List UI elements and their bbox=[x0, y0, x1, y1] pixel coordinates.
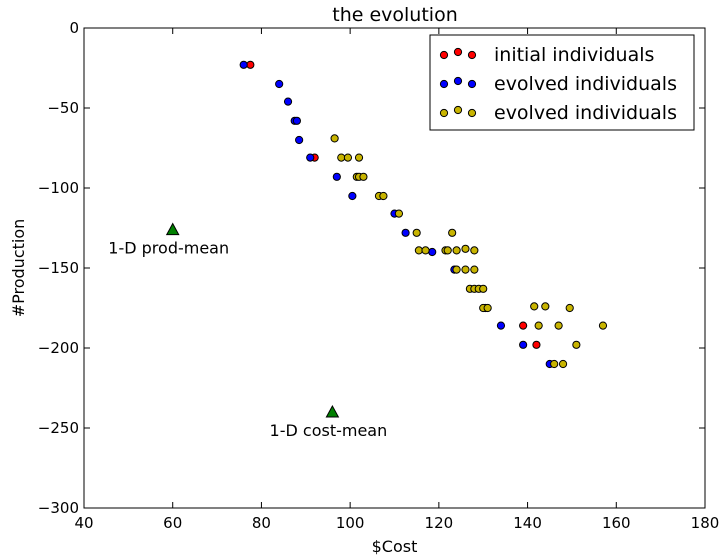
legend-marker bbox=[439, 50, 449, 60]
data-point bbox=[565, 303, 574, 313]
x-tick-label: 60 bbox=[163, 514, 182, 532]
legend-marker bbox=[467, 79, 477, 89]
y-axis-label: #Production bbox=[9, 219, 28, 318]
x-tick-label: 80 bbox=[252, 514, 271, 532]
data-point bbox=[550, 359, 559, 369]
legend: initial individuals evolved individuals ev… bbox=[429, 34, 695, 131]
data-point bbox=[343, 153, 353, 162]
data-point bbox=[275, 79, 284, 89]
data-point bbox=[519, 340, 528, 349]
y-tick-label: −300 bbox=[38, 499, 79, 517]
x-tick-label: 100 bbox=[336, 514, 365, 532]
data-point bbox=[401, 228, 410, 237]
data-point bbox=[470, 265, 479, 274]
legend-marker bbox=[439, 108, 449, 118]
data-point bbox=[534, 321, 543, 330]
legend-marker bbox=[453, 105, 463, 115]
data-point bbox=[337, 153, 346, 162]
data-point bbox=[448, 228, 457, 237]
legend-marker bbox=[453, 76, 463, 86]
legend-entry: evolved individuals bbox=[439, 102, 677, 124]
x-tick-label: 160 bbox=[602, 514, 631, 532]
data-point bbox=[306, 153, 315, 162]
x-tick-label: 180 bbox=[691, 514, 720, 532]
data-point bbox=[332, 172, 341, 181]
legend-marker bbox=[467, 108, 477, 118]
data-point bbox=[443, 246, 452, 255]
data-point bbox=[541, 302, 550, 311]
data-point bbox=[379, 191, 388, 201]
chart-title: the evolution bbox=[332, 4, 458, 26]
data-point bbox=[359, 172, 368, 181]
series-2 bbox=[239, 60, 554, 369]
legend-marker bbox=[467, 50, 477, 60]
data-point bbox=[530, 302, 539, 311]
y-axis: 0 −50 −100 −150 −200 −250 −300 bbox=[38, 19, 705, 517]
data-point bbox=[572, 340, 581, 349]
annotation-label: 1-D cost-mean bbox=[270, 421, 388, 440]
series-1 bbox=[246, 60, 541, 349]
data-point bbox=[283, 97, 293, 106]
data-point bbox=[558, 359, 568, 369]
data-point bbox=[479, 284, 488, 293]
y-tick-label: −150 bbox=[38, 259, 79, 277]
data-point bbox=[246, 60, 255, 69]
data-point bbox=[519, 321, 528, 330]
legend-label: evolved individuals bbox=[494, 73, 677, 95]
y-tick-label: −250 bbox=[38, 419, 79, 437]
x-axis-label: $Cost bbox=[372, 537, 418, 556]
data-point bbox=[414, 246, 423, 255]
legend-marker bbox=[439, 79, 449, 89]
mean-marker-icon bbox=[325, 404, 340, 418]
data-point bbox=[421, 246, 430, 255]
x-tick-label: 140 bbox=[513, 514, 542, 532]
y-tick-label: −50 bbox=[47, 99, 79, 117]
data-point bbox=[239, 60, 248, 69]
legend-marker bbox=[453, 47, 463, 57]
data-point bbox=[461, 244, 470, 253]
data-point bbox=[461, 265, 470, 274]
y-tick-label: −100 bbox=[38, 179, 79, 197]
plot-area bbox=[239, 60, 608, 369]
data-point bbox=[292, 116, 302, 125]
data-point bbox=[496, 321, 506, 330]
data-point bbox=[348, 191, 357, 201]
legend-label: evolved individuals bbox=[494, 102, 677, 124]
data-point bbox=[598, 321, 608, 330]
data-point bbox=[470, 246, 479, 255]
data-point bbox=[532, 340, 541, 349]
legend-label: initial individuals bbox=[494, 44, 654, 66]
data-point bbox=[354, 153, 364, 162]
series-3 bbox=[330, 134, 608, 369]
data-point bbox=[452, 246, 461, 255]
data-point bbox=[412, 228, 421, 237]
legend-entry: evolved individuals bbox=[439, 73, 677, 95]
data-point bbox=[330, 134, 339, 143]
data-point bbox=[452, 265, 461, 274]
mean-marker-icon bbox=[165, 222, 180, 236]
data-point bbox=[428, 247, 437, 257]
legend-entry: initial individuals bbox=[439, 44, 654, 66]
annotation-label: 1-D prod-mean bbox=[108, 239, 229, 258]
data-point bbox=[483, 303, 492, 313]
data-point bbox=[554, 321, 563, 330]
data-point bbox=[295, 135, 304, 145]
y-tick-label: 0 bbox=[69, 19, 79, 37]
x-tick-label: 120 bbox=[425, 514, 454, 532]
y-tick-label: −200 bbox=[38, 339, 79, 357]
x-axis: 40 60 80 100 120 140 160 180 bbox=[74, 28, 719, 532]
annotations: 1-D prod-mean 1-D cost-mean bbox=[108, 222, 388, 440]
data-point bbox=[394, 209, 404, 218]
x-tick-label: 40 bbox=[74, 514, 93, 532]
